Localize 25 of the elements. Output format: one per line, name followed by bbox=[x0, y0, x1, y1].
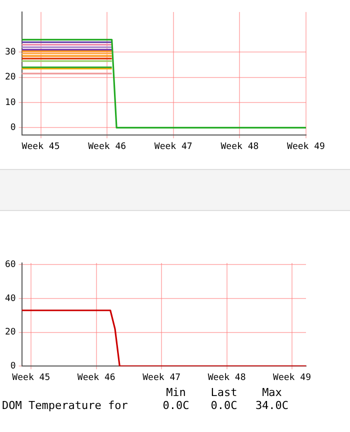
text: 0.0C bbox=[162, 399, 190, 412]
text: Min bbox=[165, 386, 187, 399]
y-tick-label: 20 bbox=[4, 72, 16, 83]
y-tick-label: 30 bbox=[4, 48, 16, 58]
y-tick-label: 0 bbox=[10, 362, 16, 372]
y-tick-label: 10 bbox=[4, 98, 16, 108]
x-tick-label: Week 48 bbox=[208, 372, 246, 383]
text: 34.0C bbox=[254, 399, 290, 412]
y-tick-label: 20 bbox=[4, 328, 16, 338]
x-tick-label: Week 46 bbox=[77, 372, 116, 383]
x-tick-label: Week 48 bbox=[220, 142, 259, 152]
x-tick-label: Week 47 bbox=[154, 142, 192, 152]
text: Max bbox=[261, 386, 283, 399]
x-tick-label: Week 49 bbox=[287, 142, 325, 152]
text: Last bbox=[210, 386, 238, 399]
x-tick-label: Week 45 bbox=[22, 142, 60, 152]
x-tick-label: Week 45 bbox=[12, 372, 50, 383]
text: DOM Temperature for bbox=[2, 399, 129, 412]
x-tick-label: Week 49 bbox=[273, 372, 311, 383]
y-tick-label: 60 bbox=[4, 260, 16, 270]
x-tick-label: Week 47 bbox=[142, 372, 181, 383]
text: 0.0C bbox=[210, 399, 238, 412]
y-tick-label: 0 bbox=[10, 123, 16, 133]
y-tick-label: 40 bbox=[4, 294, 16, 304]
x-tick-label: Week 46 bbox=[88, 142, 126, 152]
